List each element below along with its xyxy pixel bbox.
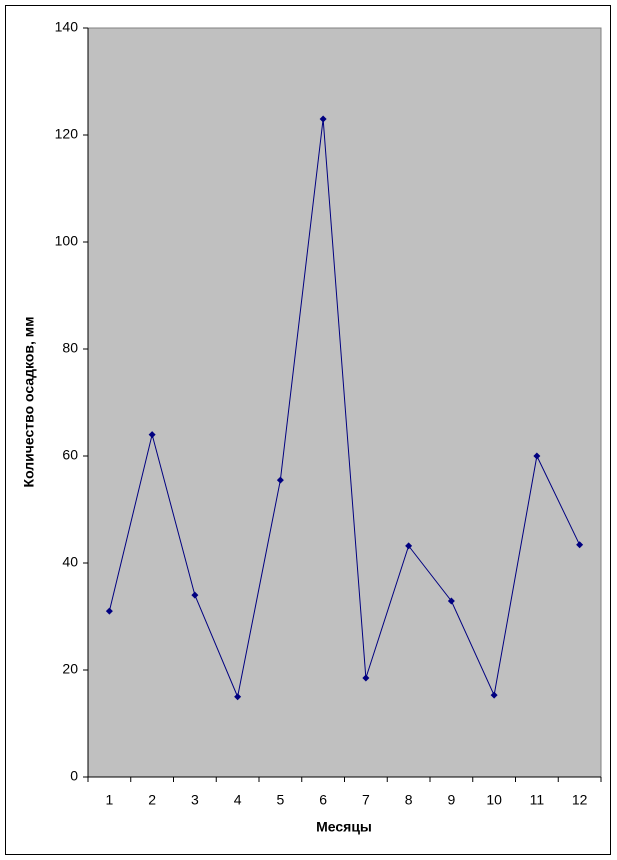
y-tick-label: 0	[70, 768, 78, 784]
x-tick-label: 3	[191, 792, 199, 808]
x-tick-label: 11	[530, 792, 545, 808]
data-point	[490, 691, 498, 699]
data-point	[105, 607, 113, 615]
y-axis-label: Количество осадков, мм	[21, 317, 37, 488]
x-tick-label: 7	[362, 792, 370, 808]
x-tick-label: 9	[447, 792, 455, 808]
x-tick-label: 6	[319, 792, 327, 808]
data-point	[319, 115, 327, 123]
data-point	[191, 591, 199, 599]
data-point	[576, 541, 584, 549]
data-point	[362, 674, 370, 682]
data-point	[405, 542, 413, 550]
y-tick-label: 120	[55, 126, 79, 142]
data-point	[234, 693, 242, 701]
x-tick-label: 1	[105, 792, 113, 808]
y-tick-label: 60	[62, 447, 78, 463]
x-tick-label: 12	[572, 792, 588, 808]
x-tick-label: 10	[486, 792, 502, 808]
y-tick-label: 80	[62, 340, 78, 356]
data-point	[533, 452, 541, 460]
x-tick-label: 5	[276, 792, 284, 808]
data-line	[108, 118, 581, 699]
data-point	[447, 597, 455, 605]
x-axis-label: Месяцы	[316, 819, 372, 835]
y-tick-label: 20	[62, 661, 78, 677]
y-tick-label: 40	[62, 554, 78, 570]
x-tick-label: 8	[405, 792, 413, 808]
y-tick-label: 140	[55, 19, 79, 35]
x-tick-label: 4	[234, 792, 242, 808]
data-point	[276, 476, 284, 484]
data-point	[148, 431, 156, 439]
y-tick-label: 100	[55, 233, 79, 249]
x-tick-label: 2	[148, 792, 156, 808]
